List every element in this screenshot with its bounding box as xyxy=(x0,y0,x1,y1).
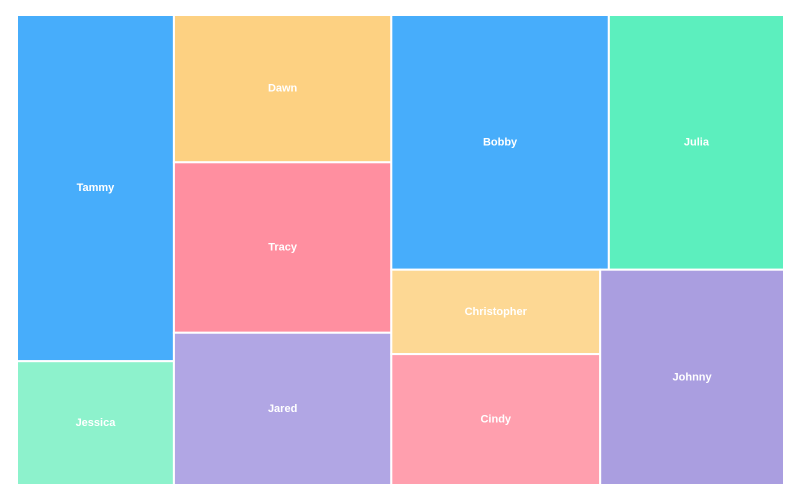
tile xyxy=(172,14,393,164)
tile xyxy=(390,353,602,486)
tile-label: Tammy xyxy=(77,182,116,194)
tile-label: Johnny xyxy=(673,371,713,383)
tile-label: Christopher xyxy=(465,306,528,318)
tile xyxy=(390,14,610,271)
tile xyxy=(16,360,175,487)
tile-label: Julia xyxy=(684,136,710,148)
tile-label: Jared xyxy=(268,403,297,415)
tile-label: Bobby xyxy=(483,136,518,148)
tile-label: Tracy xyxy=(268,241,298,253)
tile xyxy=(16,14,175,363)
tile-label: Jessica xyxy=(76,417,117,429)
tile-label: Dawn xyxy=(268,83,298,95)
tile xyxy=(172,331,393,487)
tile xyxy=(599,268,785,486)
tile-label: Cindy xyxy=(480,413,511,425)
tile xyxy=(172,161,393,334)
tile xyxy=(390,268,602,356)
